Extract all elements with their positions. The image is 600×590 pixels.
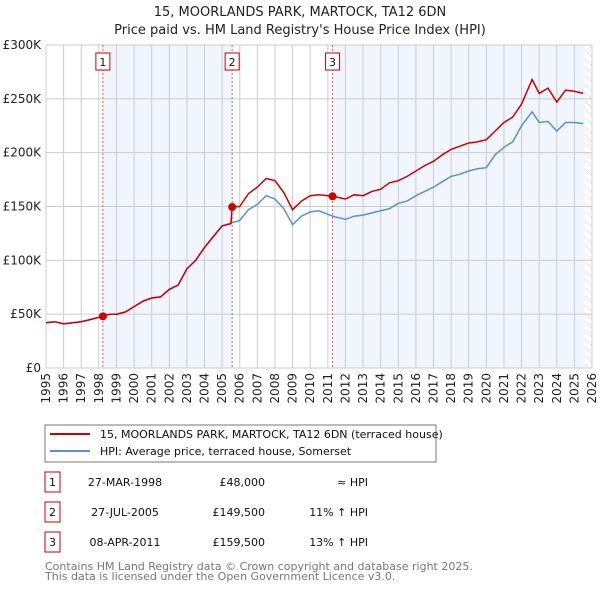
x-tick-label: 2007 xyxy=(250,373,264,404)
sale-date: 27-JUL-2005 xyxy=(91,506,159,519)
chart-subtitle: Price paid vs. HM Land Registry's House … xyxy=(114,23,486,38)
sale-date: 27-MAR-1998 xyxy=(88,476,162,489)
y-tick-label: £150K xyxy=(3,200,43,214)
sales-table: 1 27-MAR-1998 £48,000 ≈ HPI 2 27-JUL-2005 £149… xyxy=(44,471,368,553)
x-tick-label: 2026 xyxy=(585,373,599,404)
y-tick-label: £250K xyxy=(3,92,43,106)
x-tick-label: 2000 xyxy=(127,373,141,404)
y-tick-label: £0 xyxy=(26,361,41,375)
sale-marker-box xyxy=(325,52,341,71)
chart-title: 15, MOORLANDS PARK, MARTOCK, TA12 6DN xyxy=(154,5,447,20)
sale-hpi-comparison: ≈ HPI xyxy=(337,476,368,489)
x-tick-label: 2021 xyxy=(497,373,511,404)
sale-number-box xyxy=(44,471,61,493)
sale-hpi-comparison: 13% ↑ HPI xyxy=(309,536,368,549)
x-tick-label: 2003 xyxy=(180,373,194,404)
legend: 15, MOORLANDS PARK, MARTOCK, TA12 6DN (t… xyxy=(44,424,443,463)
x-tick-label: 2016 xyxy=(409,373,423,404)
sale-point xyxy=(228,203,237,212)
y-tick-label: £200K xyxy=(3,146,43,160)
sale-marker-label: 3 xyxy=(329,56,336,69)
sale-number: 1 xyxy=(49,476,56,489)
sale-date: 08-APR-2011 xyxy=(89,536,160,549)
x-tick-label: 2006 xyxy=(233,373,247,404)
sale-marker-label: 2 xyxy=(229,56,236,69)
sale-price: £149,500 xyxy=(213,506,266,519)
x-tick-label: 1999 xyxy=(109,373,123,404)
x-tick-label: 2009 xyxy=(286,373,300,404)
sale-number-box xyxy=(44,531,61,553)
footer-copyright: Contains HM Land Registry data © Crown c… xyxy=(45,560,473,573)
sale-marker-label: 1 xyxy=(99,56,106,69)
x-tick-label: 2004 xyxy=(198,373,212,404)
y-tick-label: £50K xyxy=(10,307,42,321)
sale-number-box xyxy=(44,501,61,523)
x-tick-label: 2018 xyxy=(444,373,458,404)
x-tick-label: 2017 xyxy=(426,373,440,404)
sale-marker-box xyxy=(224,52,240,71)
sale-price: £159,500 xyxy=(213,536,266,549)
y-tick-label: £100K xyxy=(3,253,43,267)
x-tick-label: 2015 xyxy=(391,373,405,404)
x-tick-label: 2019 xyxy=(462,373,476,404)
y-tick-label: £300K xyxy=(3,38,43,52)
legend-label-property: 15, MOORLANDS PARK, MARTOCK, TA12 6DN (t… xyxy=(100,428,443,441)
x-tick-label: 2008 xyxy=(268,373,282,404)
sale-number: 3 xyxy=(49,536,56,549)
sale-point xyxy=(328,192,337,201)
x-tick-label: 2011 xyxy=(321,373,335,404)
x-tick-label: 2020 xyxy=(479,373,493,404)
x-tick-label: 1996 xyxy=(57,373,71,404)
x-tick-label: 1995 xyxy=(39,373,53,404)
sale-price: £48,000 xyxy=(220,476,266,489)
legend-label-hpi: HPI: Average price, terraced house, Some… xyxy=(100,445,352,458)
x-tick-label: 2023 xyxy=(532,373,546,404)
property-price-line xyxy=(45,77,584,325)
x-tick-label: 1998 xyxy=(92,373,106,404)
sale-hpi-comparison: 11% ↑ HPI xyxy=(309,506,368,519)
sale-number: 2 xyxy=(49,506,56,519)
x-tick-label: 1997 xyxy=(74,373,88,404)
x-tick-label: 2005 xyxy=(215,373,229,404)
x-tick-label: 2025 xyxy=(567,373,581,404)
x-tick-label: 2012 xyxy=(338,373,352,404)
sale-marker-box xyxy=(95,52,111,71)
x-tick-label: 2010 xyxy=(303,373,317,404)
x-tick-label: 2013 xyxy=(356,373,370,404)
x-tick-label: 2002 xyxy=(162,373,176,404)
footer-licence: This data is licensed under the Open Gov… xyxy=(44,570,395,583)
x-tick-label: 2001 xyxy=(145,373,159,404)
sale-point xyxy=(98,312,107,321)
x-tick-label: 2024 xyxy=(550,373,564,404)
x-tick-label: 2014 xyxy=(374,373,388,404)
x-tick-label: 2022 xyxy=(515,373,529,404)
